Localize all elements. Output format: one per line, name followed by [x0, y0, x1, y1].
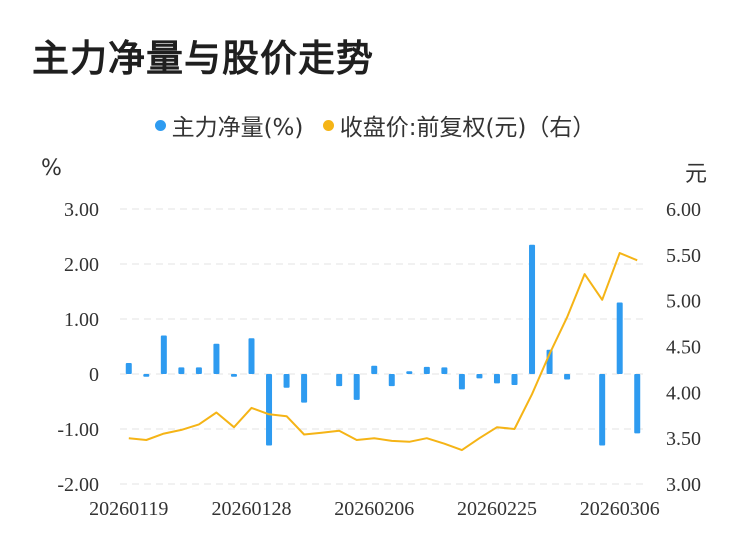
legend-item-close-price[interactable]: 收盘价:前复权(元)（右）	[322, 108, 596, 142]
left-tick-label: 0	[89, 364, 99, 386]
bar	[301, 374, 308, 403]
tick-layer: 3.00 2.00 1.00 0 -1.00 -2.00 6.00 5.50 5.00 4.50 4…	[57, 199, 701, 520]
legend-marker-close-price	[322, 119, 334, 131]
legend-marker-net-volume	[154, 119, 166, 131]
bar	[213, 343, 220, 374]
bar	[529, 244, 536, 374]
bar	[564, 374, 571, 380]
chart-legend: 主力净量(%) 收盘价:前复权(元)（右）	[0, 108, 750, 142]
bar	[283, 374, 290, 388]
bar	[441, 367, 448, 374]
right-axis-unit: 元	[684, 162, 707, 187]
price-line	[128, 252, 638, 452]
bar	[476, 374, 483, 379]
chart-title: 主力净量与股价走势	[32, 37, 374, 80]
bar	[388, 374, 395, 387]
x-tick-label: 20260206	[334, 498, 414, 520]
bar	[195, 367, 202, 374]
x-tick-label: 20260128	[212, 498, 292, 520]
bar	[160, 335, 167, 374]
x-tick-label: 20260306	[580, 498, 660, 520]
bar	[230, 374, 237, 377]
right-tick-label: 3.00	[666, 474, 701, 496]
bar	[599, 374, 606, 446]
grid-layer	[120, 208, 646, 485]
bar	[493, 374, 500, 384]
bar	[406, 371, 413, 374]
bar	[143, 374, 150, 377]
right-tick-label: 5.00	[666, 291, 701, 313]
bar	[616, 302, 623, 374]
bar	[125, 363, 132, 374]
bar	[423, 366, 430, 374]
bar	[266, 374, 273, 446]
left-axis-unit: %	[41, 156, 62, 181]
right-tick-label: 6.00	[666, 199, 701, 221]
bar	[458, 374, 465, 390]
legend-label-close-price: 收盘价:前复权(元)（右）	[339, 115, 596, 141]
left-tick-label: -1.00	[57, 419, 99, 441]
bar	[511, 374, 518, 385]
legend-label-net-volume: 主力净量(%)	[171, 115, 304, 141]
right-tick-label: 4.00	[666, 382, 701, 404]
bar	[634, 374, 641, 434]
x-tick-label: 20260225	[457, 498, 537, 520]
x-tick-label: 20260119	[89, 498, 168, 520]
bar-layer	[125, 244, 641, 446]
right-tick-label: 3.50	[666, 428, 701, 450]
bar	[178, 367, 185, 374]
bar	[248, 338, 255, 374]
left-tick-label: 2.00	[64, 254, 99, 276]
bar	[353, 374, 360, 400]
bar	[336, 374, 343, 387]
legend-item-net-volume[interactable]: 主力净量(%)	[154, 108, 304, 142]
left-tick-label: 1.00	[64, 309, 99, 331]
line-layer	[128, 252, 638, 452]
right-tick-label: 4.50	[666, 337, 701, 359]
right-tick-label: 5.50	[666, 245, 701, 267]
left-tick-label: -2.00	[57, 474, 99, 496]
left-tick-label: 3.00	[64, 199, 99, 221]
bar	[371, 365, 378, 374]
